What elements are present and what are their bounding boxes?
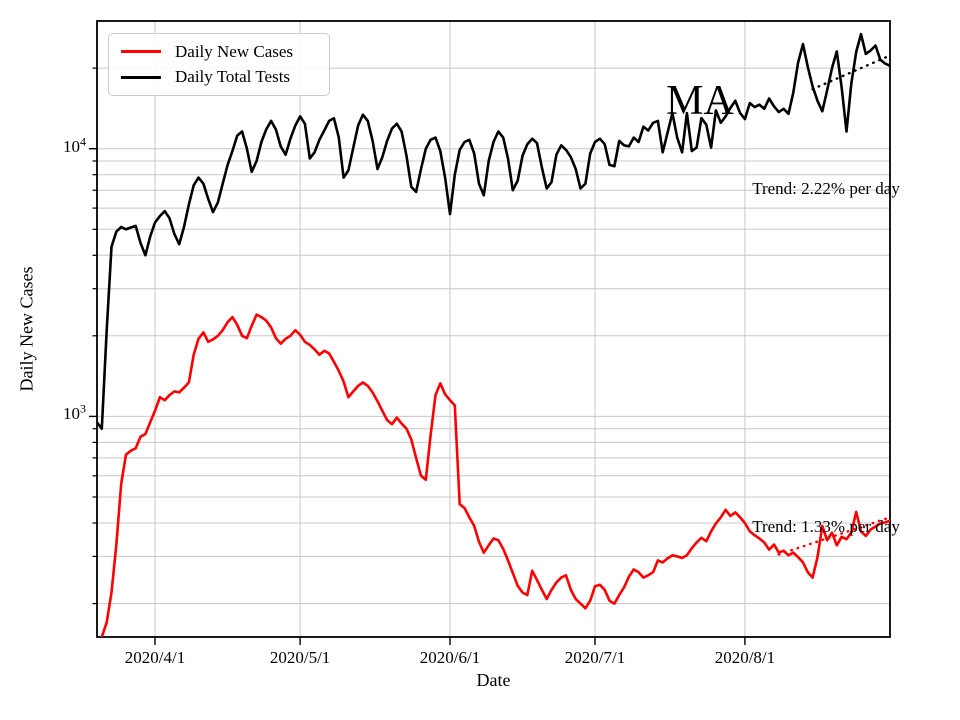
- legend-line-sample-tests: [121, 75, 161, 79]
- legend-entry-daily-total-tests: Daily Total Tests: [117, 67, 321, 87]
- series-line-daily-total-tests: [97, 32, 890, 431]
- state-annotation: MA: [666, 77, 734, 124]
- x-tick-label: 2020/8/1: [714, 648, 776, 667]
- x-axis-title: Date: [476, 670, 511, 690]
- x-tick-label: 2020/4/1: [124, 648, 186, 667]
- series-line-daily-new-cases: [100, 313, 890, 637]
- legend-line-sample-cases: [121, 50, 161, 54]
- legend-label-cases: Daily New Cases: [175, 41, 294, 61]
- trend-tests-annotation: Trend: 2.22% per day: [752, 178, 900, 198]
- x-tick-label: 2020/7/1: [564, 648, 626, 667]
- x-tick-label: 2020/5/1: [269, 648, 331, 667]
- y-axis-title: Daily New Cases: [16, 266, 37, 392]
- plot-border: [96, 20, 891, 638]
- y-tick-label: 103: [63, 401, 86, 424]
- trend-line-daily-new-cases: [777, 516, 890, 556]
- y-tick-label: 104: [63, 134, 86, 156]
- trend-cases-annotation: Trend: 1.33% per day: [752, 517, 900, 537]
- legend: Daily New Cases Daily Total Tests: [108, 33, 330, 96]
- legend-label-tests: Daily Total Tests: [175, 67, 291, 87]
- legend-entry-daily-new-cases: Daily New Cases: [117, 42, 321, 62]
- trend-line-daily-total-tests: [811, 54, 890, 91]
- x-tick-label: 2020/6/1: [419, 648, 481, 667]
